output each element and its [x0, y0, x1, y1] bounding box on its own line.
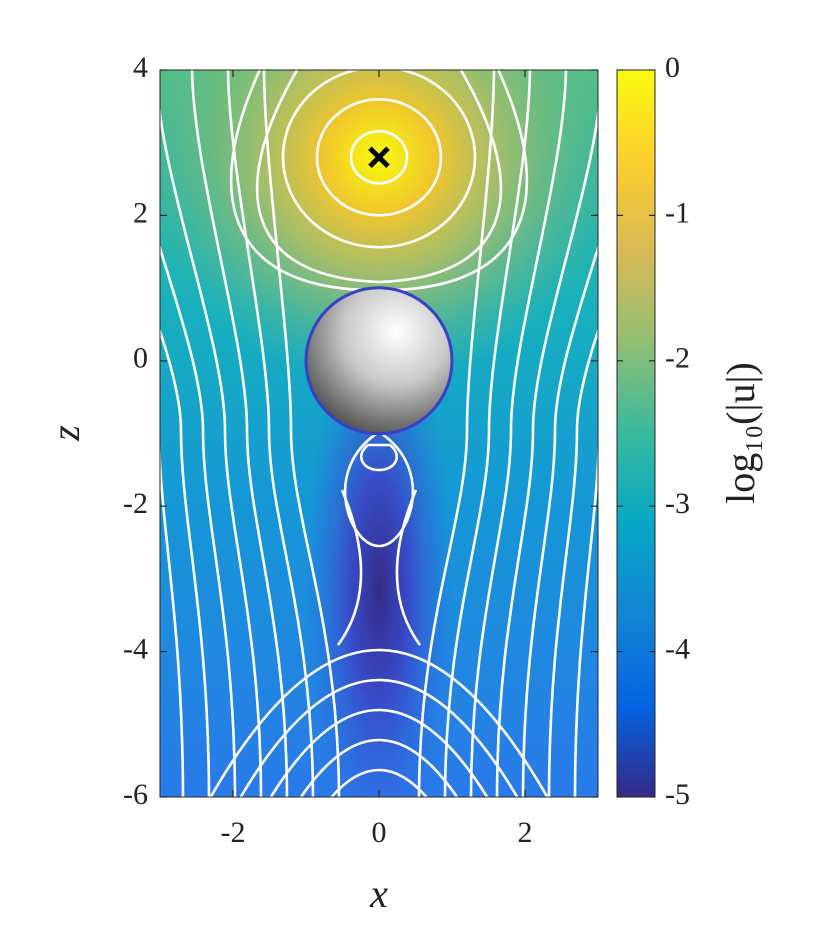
y-tick-label: -2: [123, 487, 148, 520]
streamline: [226, 70, 315, 797]
x-tick-label: -2: [221, 816, 246, 849]
streamline: [495, 104, 598, 797]
colorbar-tick-label: -4: [665, 632, 690, 665]
streamline: [315, 97, 443, 217]
streamline: [443, 70, 532, 797]
streamline: [209, 648, 549, 797]
streamline: [547, 327, 598, 797]
y-axis-label: z: [43, 425, 88, 442]
colorbar-tick-label: 0: [665, 51, 680, 84]
streamline: [255, 70, 503, 284]
x-axis-label: x: [369, 871, 388, 916]
y-tick-label: 0: [133, 342, 148, 375]
y-tick-label: -6: [123, 778, 148, 811]
streamline: [299, 738, 459, 797]
x-tick-label: 2: [518, 816, 533, 849]
streamline: [329, 768, 429, 797]
streamline: [417, 70, 496, 797]
streamline: [190, 70, 289, 797]
colorbar-label: log₁₀(|u|): [718, 362, 763, 504]
streamline: [359, 443, 399, 472]
y-tick-label: 2: [133, 196, 148, 229]
colorbar: [616, 69, 656, 798]
streamline: [160, 104, 263, 797]
streamline: [281, 70, 477, 249]
streamline: [521, 243, 598, 797]
plot-area: [160, 70, 598, 797]
streamline: [262, 70, 341, 797]
colorbar-tick-label: -3: [665, 487, 690, 520]
streamline: [160, 424, 185, 797]
streamline: [469, 70, 568, 797]
source-glow: [160, 70, 598, 388]
y-tick-label: -4: [123, 632, 148, 665]
streamline: [160, 243, 237, 797]
x-tick-label: 0: [372, 816, 387, 849]
colorbar-tick-label: -5: [665, 778, 690, 811]
colorbar-tick-label: -1: [665, 196, 690, 229]
streamline: [336, 489, 363, 646]
y-tick-label: 4: [133, 51, 148, 84]
sphere: [304, 286, 454, 436]
streamline: [239, 678, 519, 797]
streamline: [349, 129, 409, 185]
streamline: [343, 430, 415, 548]
streamline: [395, 489, 422, 646]
colorbar-tick-label: -2: [665, 342, 690, 375]
source-marker: [368, 146, 390, 169]
streamline: [269, 708, 489, 797]
wake-region: [304, 310, 454, 797]
streamline: [160, 327, 211, 797]
streamline: [573, 424, 598, 797]
